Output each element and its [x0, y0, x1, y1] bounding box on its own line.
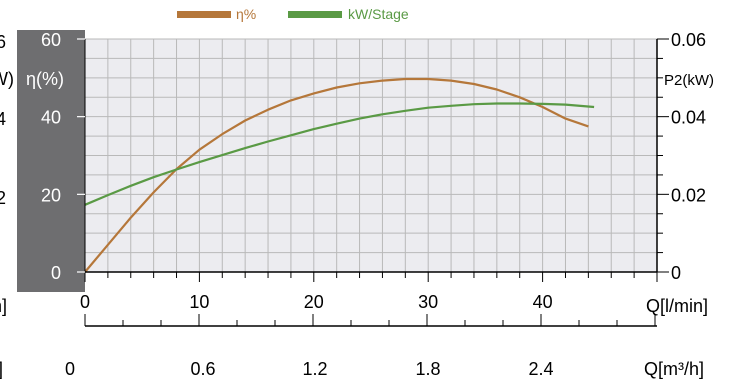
axes: 0 10 20 30 40 0 0.6 1.2 1.8 2.4 0 20 40 60 0 0.02 0.04 0.… — [41, 30, 706, 379]
y-left-tick-label: 20 — [41, 185, 61, 205]
x-secondary-tick-label: 2.4 — [528, 359, 553, 379]
legend-swatch-power — [288, 11, 342, 18]
clipped-left-tick-0: 6 — [0, 32, 6, 52]
y-left-tick-label: 60 — [41, 30, 61, 50]
left-axis-label: η(%) — [26, 69, 64, 89]
clipped-bottom-fragment-1: ] — [0, 359, 3, 379]
x-axis-secondary-label: Q[m³/h] — [644, 359, 704, 379]
y-right-tick-label: 0 — [671, 263, 681, 283]
y-left-tick-label: 0 — [51, 263, 61, 283]
axis-labels: η(%) P2(kW) Q[l/min] Q[m³/h] 6 kW) 4 2 n… — [0, 32, 714, 379]
series-line-power — [84, 102, 595, 206]
x-secondary-tick-label: 0.6 — [190, 359, 215, 379]
x-tick-label: 10 — [189, 292, 209, 312]
legend-label-efficiency: η% — [236, 6, 256, 22]
left-axis-panel — [17, 30, 85, 292]
right-axis-label: P2(kW) — [664, 72, 714, 89]
series-line-efficiency — [84, 77, 589, 273]
clipped-left-tick-1: 4 — [0, 109, 6, 129]
y-right-tick-label: 0.06 — [671, 30, 706, 50]
x-secondary-tick-label: 1.2 — [302, 359, 327, 379]
x-axis-label: Q[l/min] — [646, 296, 708, 316]
clipped-left-label: kW) — [0, 69, 14, 89]
series-layer — [84, 77, 595, 273]
clipped-left-tick-2: 2 — [0, 188, 6, 208]
y-right-tick-label: 0.04 — [671, 108, 706, 128]
legend-swatch-efficiency — [177, 11, 231, 18]
legend-label-power: kW/Stage — [348, 6, 409, 22]
y-left-tick-label: 40 — [41, 108, 61, 128]
x-tick-label: 30 — [418, 292, 438, 312]
clipped-bottom-fragment-0: n] — [0, 296, 7, 316]
x-tick-label: 0 — [80, 292, 90, 312]
y-right-tick-label: 0.02 — [671, 185, 706, 205]
x-secondary-tick-label: 0 — [65, 359, 75, 379]
legend: η% kW/Stage — [177, 6, 409, 22]
x-tick-label: 20 — [304, 292, 324, 312]
x-tick-label: 40 — [533, 292, 553, 312]
x-secondary-tick-label: 1.8 — [415, 359, 440, 379]
